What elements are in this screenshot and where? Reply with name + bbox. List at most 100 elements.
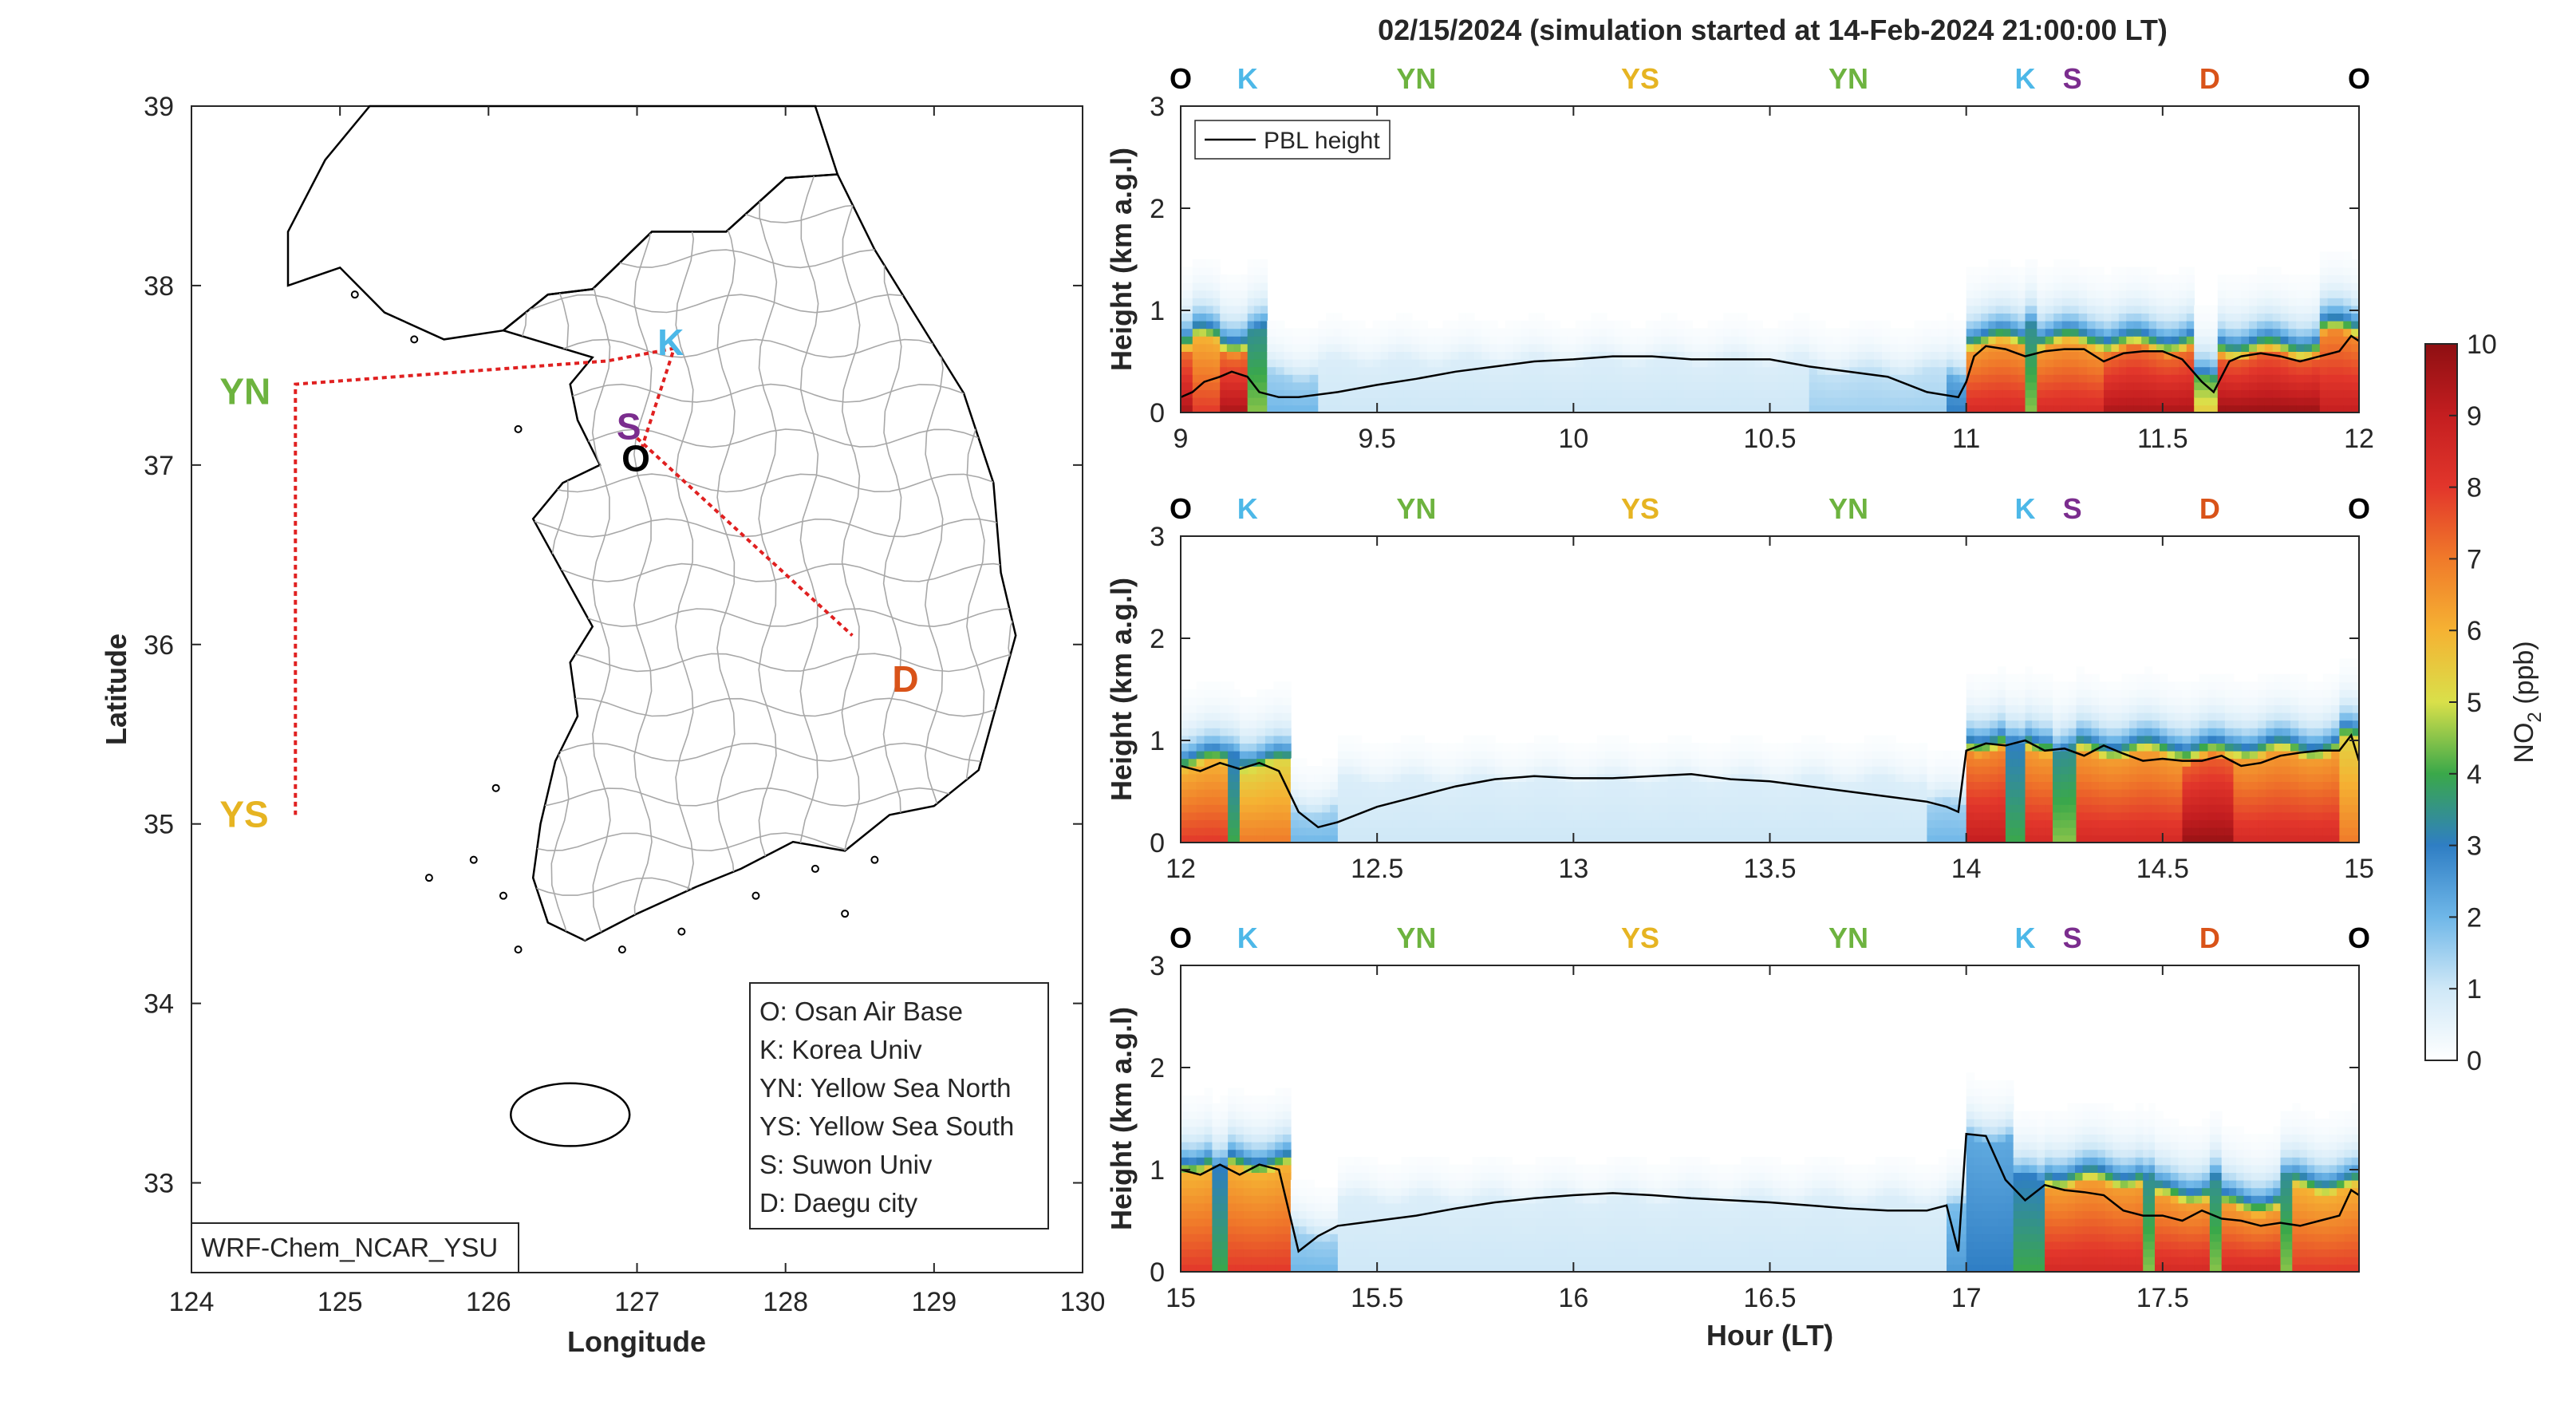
no2-cell: [1746, 381, 1756, 390]
no2-cell: [2025, 266, 2038, 275]
no2-cell: [1220, 835, 1229, 843]
no2-cell: [2084, 819, 2093, 828]
no2-cell: [1825, 405, 1834, 412]
no2-cell: [2045, 811, 2053, 820]
no2-cell: [1181, 1095, 1189, 1104]
no2-cell: [2272, 320, 2282, 330]
no2-cell: [1832, 743, 1841, 752]
no2-cell: [1872, 796, 1881, 805]
no2-cell: [2111, 282, 2120, 291]
no2-cell: [1604, 788, 1614, 798]
no2-cell: [1256, 781, 1266, 790]
no2-cell: [2148, 397, 2157, 406]
no2-cell: [1549, 750, 1559, 760]
no2-cell: [1466, 389, 1475, 398]
no2-cell: [1817, 336, 1826, 345]
no2-cell: [1857, 343, 1867, 352]
no2-cell: [1706, 788, 1716, 798]
no2-cell: [2216, 689, 2226, 698]
no2-cell: [1938, 351, 1947, 360]
no2-cell: [1377, 827, 1386, 836]
no2-cell: [1715, 405, 1725, 412]
no2-cell: [2207, 796, 2217, 805]
no2-cell: [1785, 743, 1794, 752]
no2-cell: [2111, 374, 2120, 383]
no2-cell: [1226, 282, 1235, 291]
no2-cell: [1722, 743, 1731, 752]
no2-cell: [2164, 366, 2172, 375]
no2-cell: [1995, 336, 2004, 345]
no2-cell: [1442, 389, 1452, 398]
no2-cell: [2160, 712, 2168, 721]
no2-cell: [2099, 705, 2108, 713]
no2-cell: [1411, 358, 1421, 368]
no2-cell: [1809, 796, 1818, 805]
no2-cell: [1380, 366, 1390, 375]
no2-cell: [1938, 366, 1947, 375]
no2-cell: [1479, 743, 1488, 752]
no2-cell: [2186, 282, 2195, 291]
no2-cell: [1785, 773, 1794, 782]
no2-cell: [1738, 397, 1748, 406]
no2-cell: [2037, 320, 2046, 330]
no2-cell: [1192, 298, 1201, 306]
no2-cell: [2351, 259, 2359, 268]
no2-cell: [1801, 313, 1810, 322]
no2-cell: [2121, 811, 2130, 820]
no2-cell: [1938, 336, 1947, 345]
no2-cell: [1746, 735, 1755, 744]
no2-cell: [1707, 389, 1717, 398]
no2-cell: [1471, 750, 1480, 760]
no2-cell: [1196, 1241, 1205, 1249]
no2-cell: [1589, 766, 1598, 775]
no2-cell: [1888, 835, 1896, 843]
no2-cell: [1668, 389, 1678, 398]
no2-cell: [2175, 758, 2183, 767]
no2-cell: [1947, 366, 1954, 375]
no2-cell: [2233, 320, 2243, 330]
no2-cell: [1990, 811, 1998, 820]
no2-cell: [1938, 405, 1947, 412]
no2-cell: [2010, 290, 2019, 298]
no2-cell: [1872, 835, 1881, 843]
no2-cell: [2258, 728, 2267, 736]
no2-cell: [1385, 819, 1394, 828]
no2-cell: [2018, 811, 2026, 820]
no2-cell: [1188, 773, 1197, 782]
no2-cell: [1400, 788, 1410, 798]
no2-cell: [2266, 835, 2275, 843]
no2-cell: [1256, 728, 1266, 736]
no2-cell: [2186, 266, 2195, 275]
no2-cell: [1801, 788, 1810, 798]
no2-cell: [1267, 328, 1276, 337]
no2-cell: [2018, 282, 2026, 291]
no2-cell: [1314, 781, 1323, 790]
no2-cell: [1549, 811, 1559, 820]
no2-cell: [2352, 666, 2359, 675]
no2-cell: [2136, 705, 2145, 713]
no2-cell: [2025, 381, 2038, 390]
map-y-label: Latitude: [100, 633, 132, 745]
no2-cell: [1206, 336, 1214, 345]
no2-cell: [1714, 796, 1724, 805]
no2-cell: [1494, 750, 1504, 760]
no2-cell: [2018, 819, 2026, 828]
no2-cell: [2175, 712, 2183, 721]
no2-cell: [2010, 298, 2019, 306]
no2-cell: [1192, 358, 1201, 368]
no2-cell: [1424, 819, 1433, 828]
no2-cell: [1651, 743, 1661, 752]
no2-cell: [1181, 1218, 1189, 1227]
no2-cell: [1206, 305, 1214, 314]
no2-cell: [1560, 397, 1568, 406]
no2-cell: [1947, 405, 1954, 412]
no2-cell: [1247, 274, 1255, 283]
no2-cell: [1599, 320, 1608, 330]
no2-cell: [2032, 712, 2040, 721]
no2-cell: [2258, 735, 2267, 744]
no2-cell: [1439, 773, 1449, 782]
no2-cell: [1573, 796, 1582, 805]
no2-cell: [2126, 397, 2135, 406]
no2-cell: [1922, 381, 1931, 390]
no2-cell: [2106, 743, 2115, 752]
